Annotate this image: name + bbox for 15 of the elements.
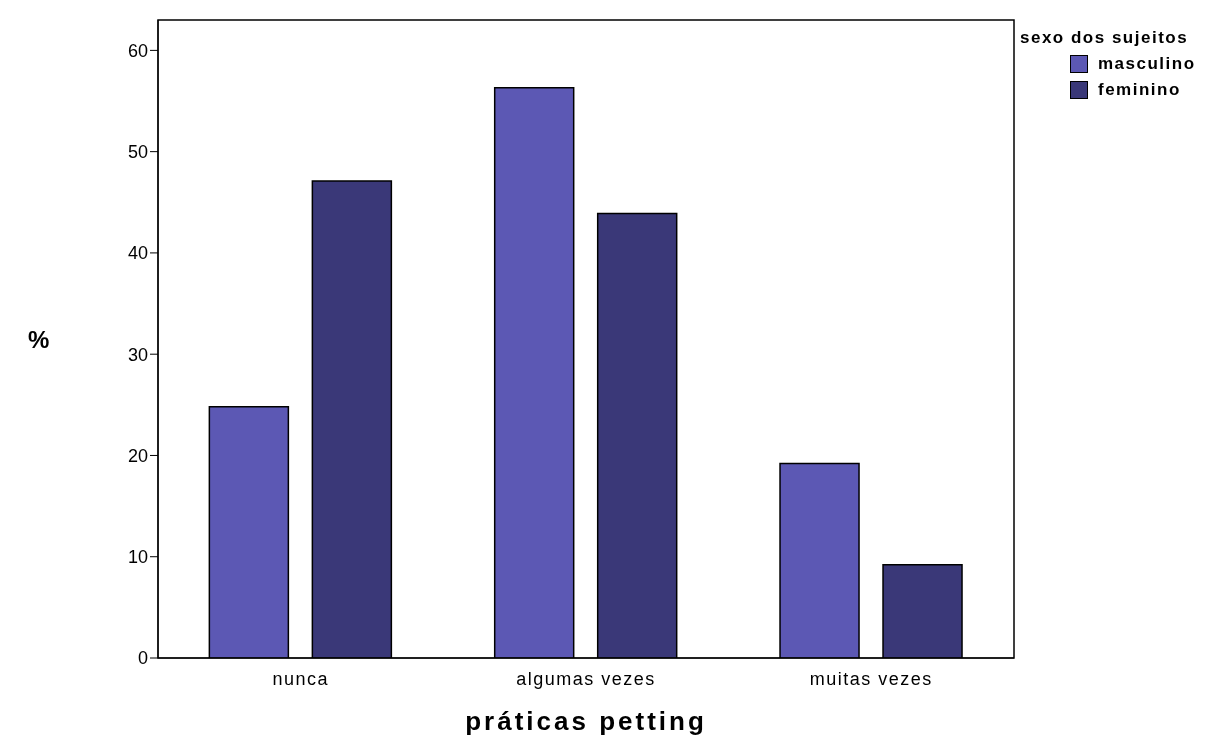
- x-tick-label: nunca: [272, 668, 329, 689]
- y-tick-label: 60: [127, 40, 148, 61]
- y-axis-title: %: [28, 325, 50, 353]
- legend-label: masculino: [1097, 54, 1196, 74]
- y-tick-label: 30: [127, 344, 148, 365]
- y-tick-label: 20: [127, 445, 148, 466]
- y-tick-label: 40: [127, 243, 148, 264]
- legend-label: feminino: [1097, 80, 1182, 100]
- x-tick-label: muitas vezes: [809, 668, 933, 689]
- x-axis-title: práticas petting: [465, 706, 707, 736]
- y-tick-label: 0: [137, 648, 148, 669]
- x-tick-label: algumas vezes: [516, 668, 656, 689]
- y-tick-label: 50: [127, 142, 148, 163]
- legend-title: sexo dos sujeitos: [1020, 28, 1190, 48]
- y-tick-label: 10: [127, 547, 148, 568]
